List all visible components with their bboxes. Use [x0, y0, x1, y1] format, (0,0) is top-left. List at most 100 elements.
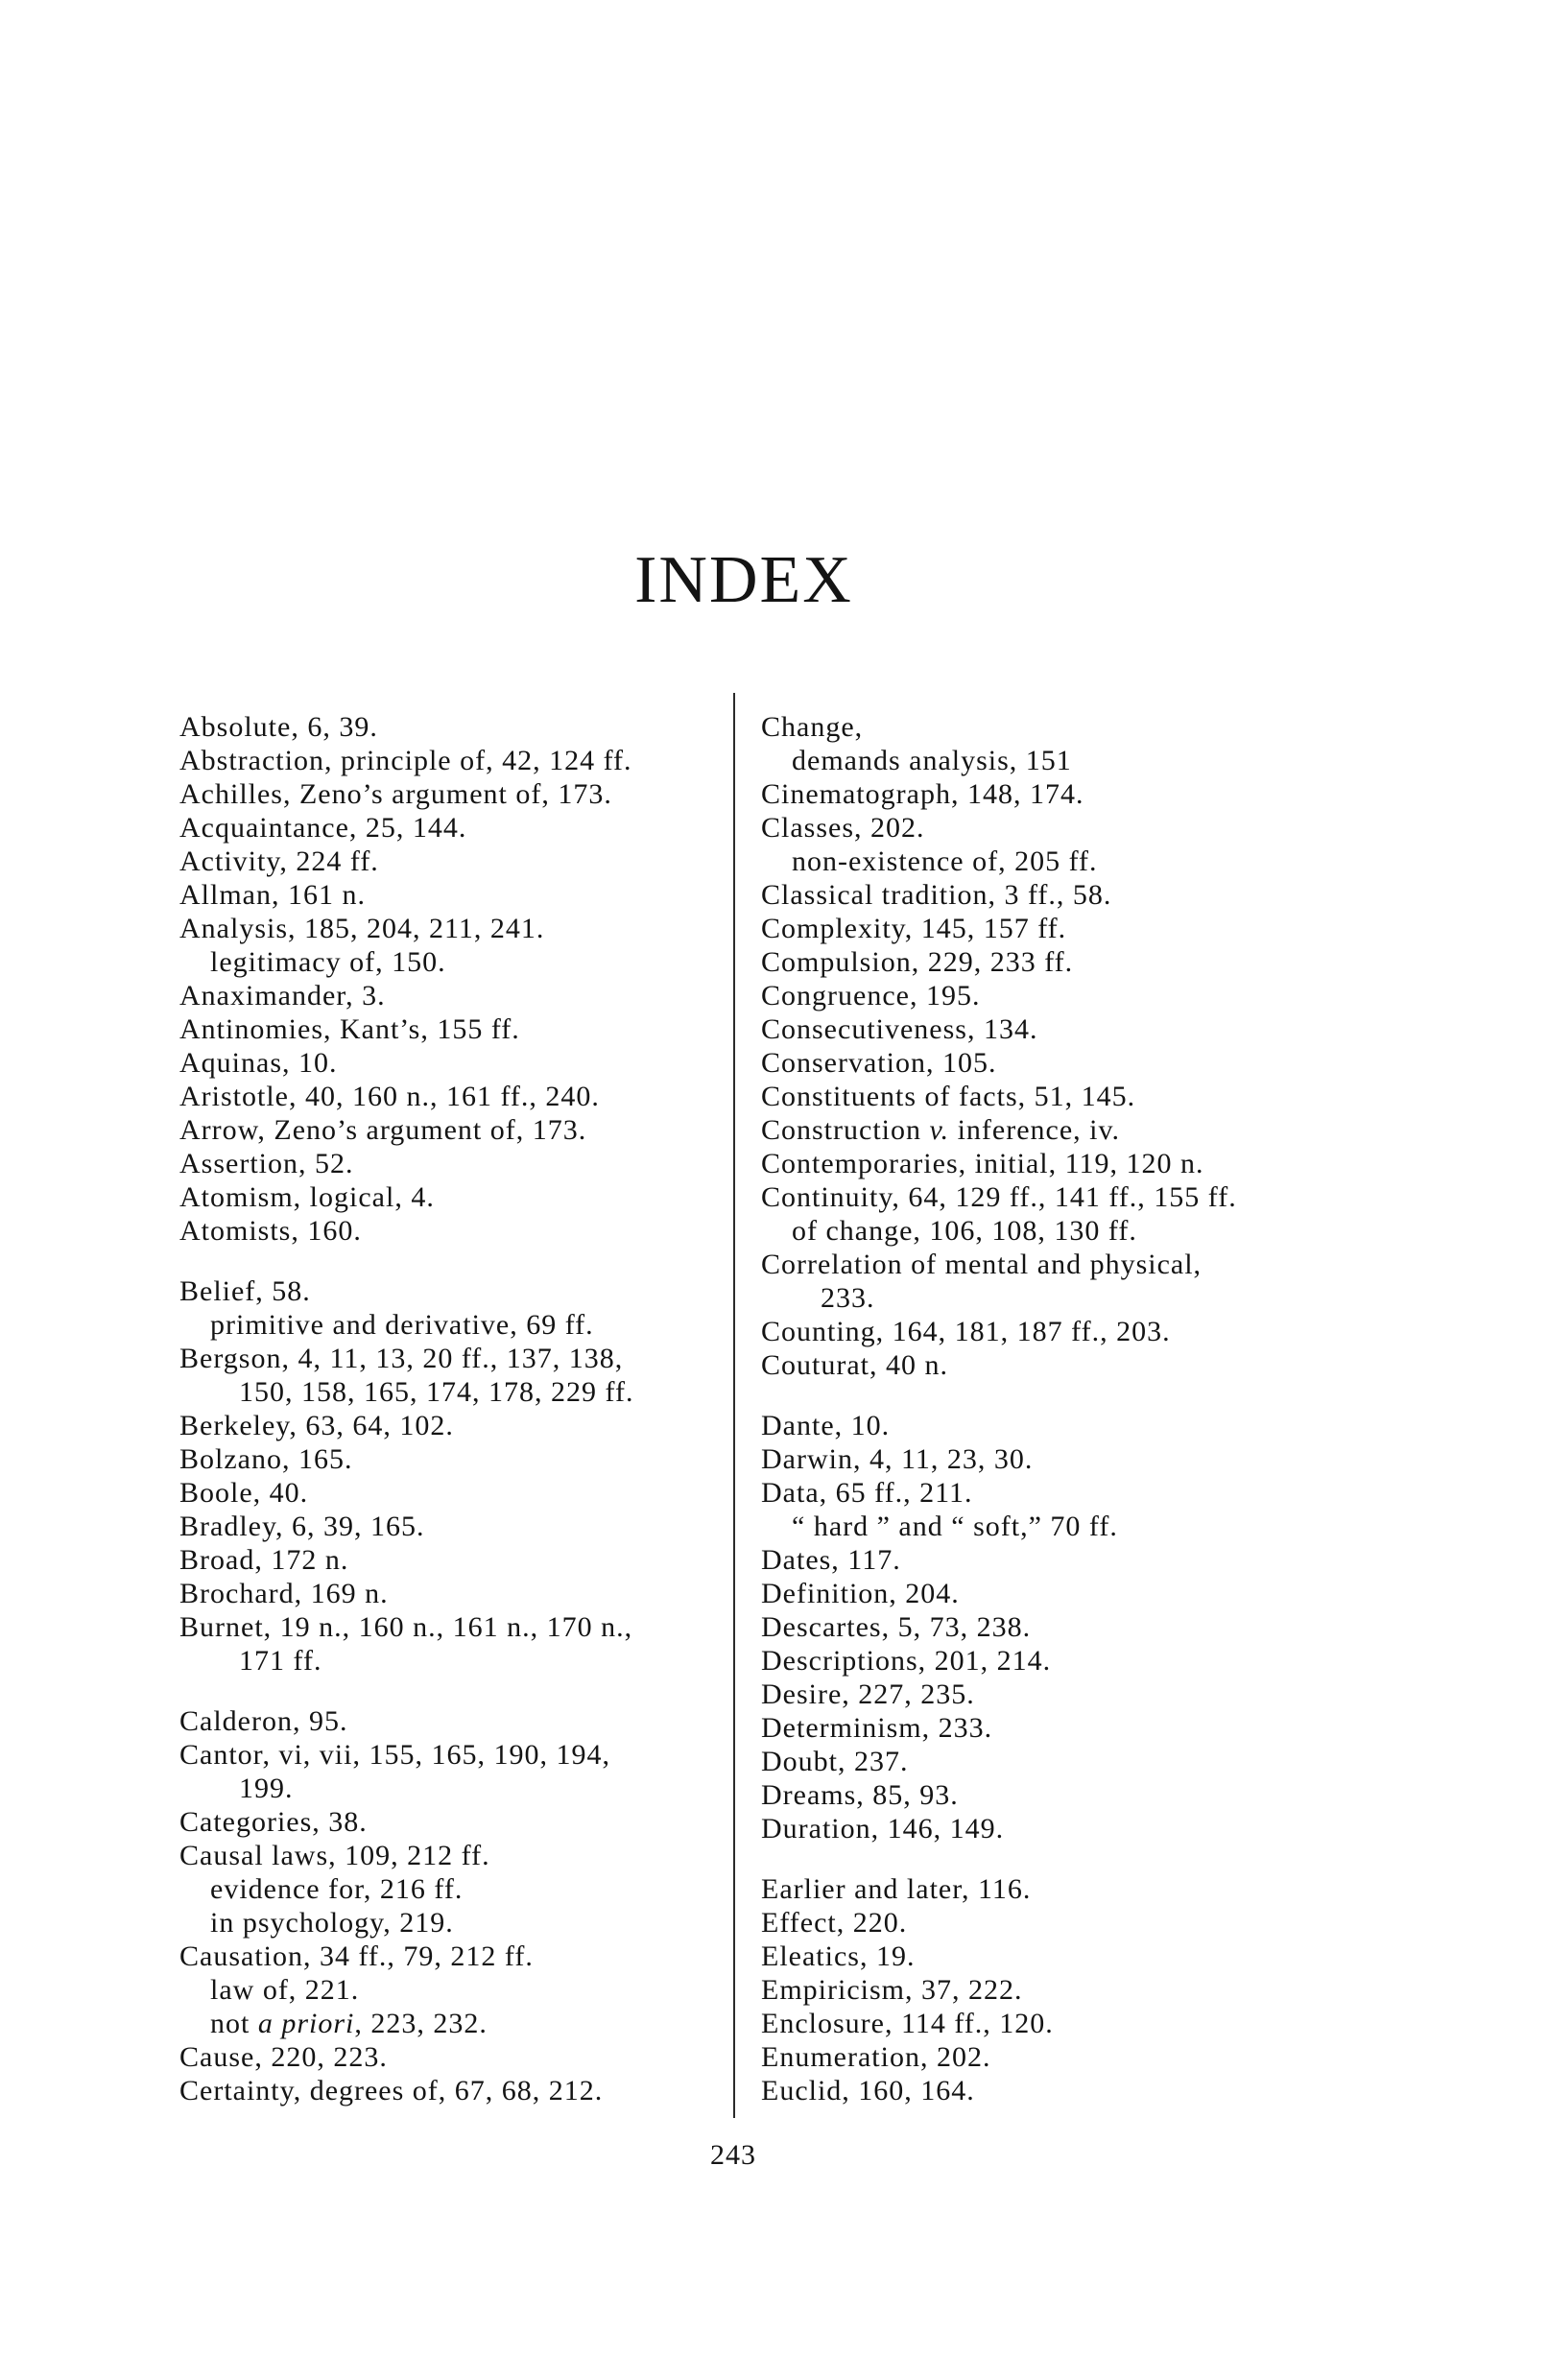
entry-text: legitimacy of, 150. [210, 946, 446, 978]
index-entry: Bolzano, 165. [179, 1442, 726, 1476]
entry-text: Atomists, 160. [179, 1215, 362, 1247]
index-column-left: Absolute, 6, 39. Abstraction, principle o… [179, 710, 726, 2107]
index-entry: Empiricism, 37, 222. [761, 1973, 1308, 2007]
index-entry: Construction v. inference, iv. [761, 1113, 1308, 1147]
entry-text: 233. [821, 1282, 875, 1314]
index-entry: Abstraction, principle of, 42, 124 ff. [179, 744, 726, 777]
entry-italic-text: v. [929, 1114, 950, 1146]
entry-text: Congruence, 195. [761, 980, 981, 1012]
index-subentry: in psychology, 219. [179, 1906, 726, 1940]
index-entry-continuation: 171 ff. [179, 1644, 726, 1678]
entry-text: Conservation, 105. [761, 1047, 997, 1079]
entry-text: Cinematograph, 148, 174. [761, 778, 1084, 810]
entry-text: Data, 65 ff., 211. [761, 1477, 973, 1509]
entry-text: Effect, 220. [761, 1907, 908, 1939]
index-entry: Duration, 146, 149. [761, 1812, 1308, 1845]
entry-text: Descriptions, 201, 214. [761, 1645, 1052, 1677]
entry-text: Definition, 204. [761, 1578, 960, 1609]
index-subentry: legitimacy of, 150. [179, 945, 726, 979]
entry-text: Darwin, 4, 11, 23, 30. [761, 1443, 1034, 1475]
entry-text: Eleatics, 19. [761, 1940, 916, 1972]
entry-text: Complexity, 145, 157 ff. [761, 913, 1067, 944]
entry-text: Bolzano, 165. [179, 1443, 353, 1475]
page-title: INDEX [634, 543, 853, 617]
index-entry: Allman, 161 n. [179, 878, 726, 912]
index-subentry: law of, 221. [179, 1973, 726, 2007]
entry-text: Cause, 220, 223. [179, 2041, 388, 2073]
entry-text: Achilles, Zeno’s argument of, 173. [179, 778, 612, 810]
entry-text: 171 ff. [239, 1645, 322, 1677]
index-entry: Desire, 227, 235. [761, 1678, 1308, 1711]
index-subentry: primitive and derivative, 69 ff. [179, 1308, 726, 1342]
entry-text: Berkeley, 63, 64, 102. [179, 1410, 454, 1441]
entry-text: Categories, 38. [179, 1806, 368, 1838]
entry-text: Continuity, 64, 129 ff., 141 ff., 155 ff… [761, 1181, 1237, 1213]
index-entry: Categories, 38. [179, 1805, 726, 1839]
entry-text: Construction [761, 1114, 930, 1146]
entry-text: Burnet, 19 n., 160 n., 161 n., 170 n., [179, 1611, 633, 1643]
entry-text: demands analysis, 151 [792, 745, 1072, 776]
entry-text-rest: , 223, 232. [354, 2008, 488, 2039]
index-entry: Complexity, 145, 157 ff. [761, 912, 1308, 945]
index-entry: Absolute, 6, 39. [179, 710, 726, 744]
index-subentry: “ hard ” and “ soft,” 70 ff. [761, 1510, 1308, 1543]
index-entry: Calderon, 95. [179, 1704, 726, 1738]
entry-text: evidence for, 216 ff. [210, 1873, 464, 1905]
index-entry: Cinematograph, 148, 174. [761, 777, 1308, 811]
index-entry: Eleatics, 19. [761, 1940, 1308, 1973]
entry-text: not [210, 2008, 258, 2039]
index-entry: Anaximander, 3. [179, 979, 726, 1012]
entry-text: Contemporaries, initial, 119, 120 n. [761, 1148, 1204, 1179]
index-letter-group: Earlier and later, 116. Effect, 220. Eleat… [761, 1872, 1308, 2107]
index-entry: Achilles, Zeno’s argument of, 173. [179, 777, 726, 811]
index-entry: Cause, 220, 223. [179, 2040, 726, 2074]
index-subentry: demands analysis, 151 [761, 744, 1308, 777]
index-entry: Certainty, degrees of, 67, 68, 212. [179, 2074, 726, 2107]
entry-text: Belief, 58. [179, 1275, 311, 1307]
index-entry: Aquinas, 10. [179, 1046, 726, 1080]
entry-text: Causation, 34 ff., 79, 212 ff. [179, 1940, 534, 1972]
entry-text: Assertion, 52. [179, 1148, 354, 1179]
index-entry: Aristotle, 40, 160 n., 161 ff., 240. [179, 1080, 726, 1113]
index-entry: Analysis, 185, 204, 211, 241. [179, 912, 726, 945]
entry-text: Arrow, Zeno’s argument of, 173. [179, 1114, 587, 1146]
index-entry: Contemporaries, initial, 119, 120 n. [761, 1147, 1308, 1180]
index-letter-group: Change, demands analysis, 151 Cinematograp… [761, 710, 1308, 1382]
index-entry: Correlation of mental and physical, [761, 1248, 1308, 1281]
index-entry-continuation: 199. [179, 1772, 726, 1805]
index-entry: Berkeley, 63, 64, 102. [179, 1409, 726, 1442]
index-subentry: not a priori, 223, 232. [179, 2007, 726, 2040]
index-entry: Causal laws, 109, 212 ff. [179, 1839, 726, 1872]
index-entry: Dates, 117. [761, 1543, 1308, 1577]
index-entry: Congruence, 195. [761, 979, 1308, 1012]
entry-text: “ hard ” and “ soft,” 70 ff. [792, 1511, 1118, 1542]
index-entry: Atomism, logical, 4. [179, 1180, 726, 1214]
index-letter-group: Belief, 58. primitive and derivative, 69 … [179, 1274, 726, 1678]
entry-text: Allman, 161 n. [179, 879, 366, 911]
index-entry: Broad, 172 n. [179, 1543, 726, 1577]
entry-text: Couturat, 40 n. [761, 1349, 948, 1381]
index-entry: Bergson, 4, 11, 13, 20 ff., 137, 138, [179, 1342, 726, 1375]
entry-text: Bradley, 6, 39, 165. [179, 1511, 425, 1542]
entry-italic-text: a priori [257, 2008, 355, 2039]
index-entry: Arrow, Zeno’s argument of, 173. [179, 1113, 726, 1147]
entry-text: Certainty, degrees of, 67, 68, 212. [179, 2075, 604, 2106]
entry-text: Doubt, 237. [761, 1746, 909, 1777]
index-entry: Antinomies, Kant’s, 155 ff. [179, 1012, 726, 1046]
entry-text: Abstraction, principle of, 42, 124 ff. [179, 745, 632, 776]
index-entry: Belief, 58. [179, 1274, 726, 1308]
entry-text: Absolute, 6, 39. [179, 711, 378, 743]
index-entry: Change, [761, 710, 1308, 744]
index-entry: Classical tradition, 3 ff., 58. [761, 878, 1308, 912]
index-entry: Enclosure, 114 ff., 120. [761, 2007, 1308, 2040]
index-entry: Constituents of facts, 51, 145. [761, 1080, 1308, 1113]
entry-text: Empiricism, 37, 222. [761, 1974, 1023, 2006]
entry-text: law of, 221. [210, 1974, 360, 2006]
entry-text: Dante, 10. [761, 1410, 891, 1441]
index-entry: Burnet, 19 n., 160 n., 161 n., 170 n., [179, 1610, 726, 1644]
entry-text: Consecutiveness, 134. [761, 1013, 1038, 1045]
index-entry: Data, 65 ff., 211. [761, 1476, 1308, 1510]
entry-text: Causal laws, 109, 212 ff. [179, 1840, 490, 1871]
entry-text: Aristotle, 40, 160 n., 161 ff., 240. [179, 1081, 600, 1112]
entry-text: Correlation of mental and physical, [761, 1249, 1203, 1280]
